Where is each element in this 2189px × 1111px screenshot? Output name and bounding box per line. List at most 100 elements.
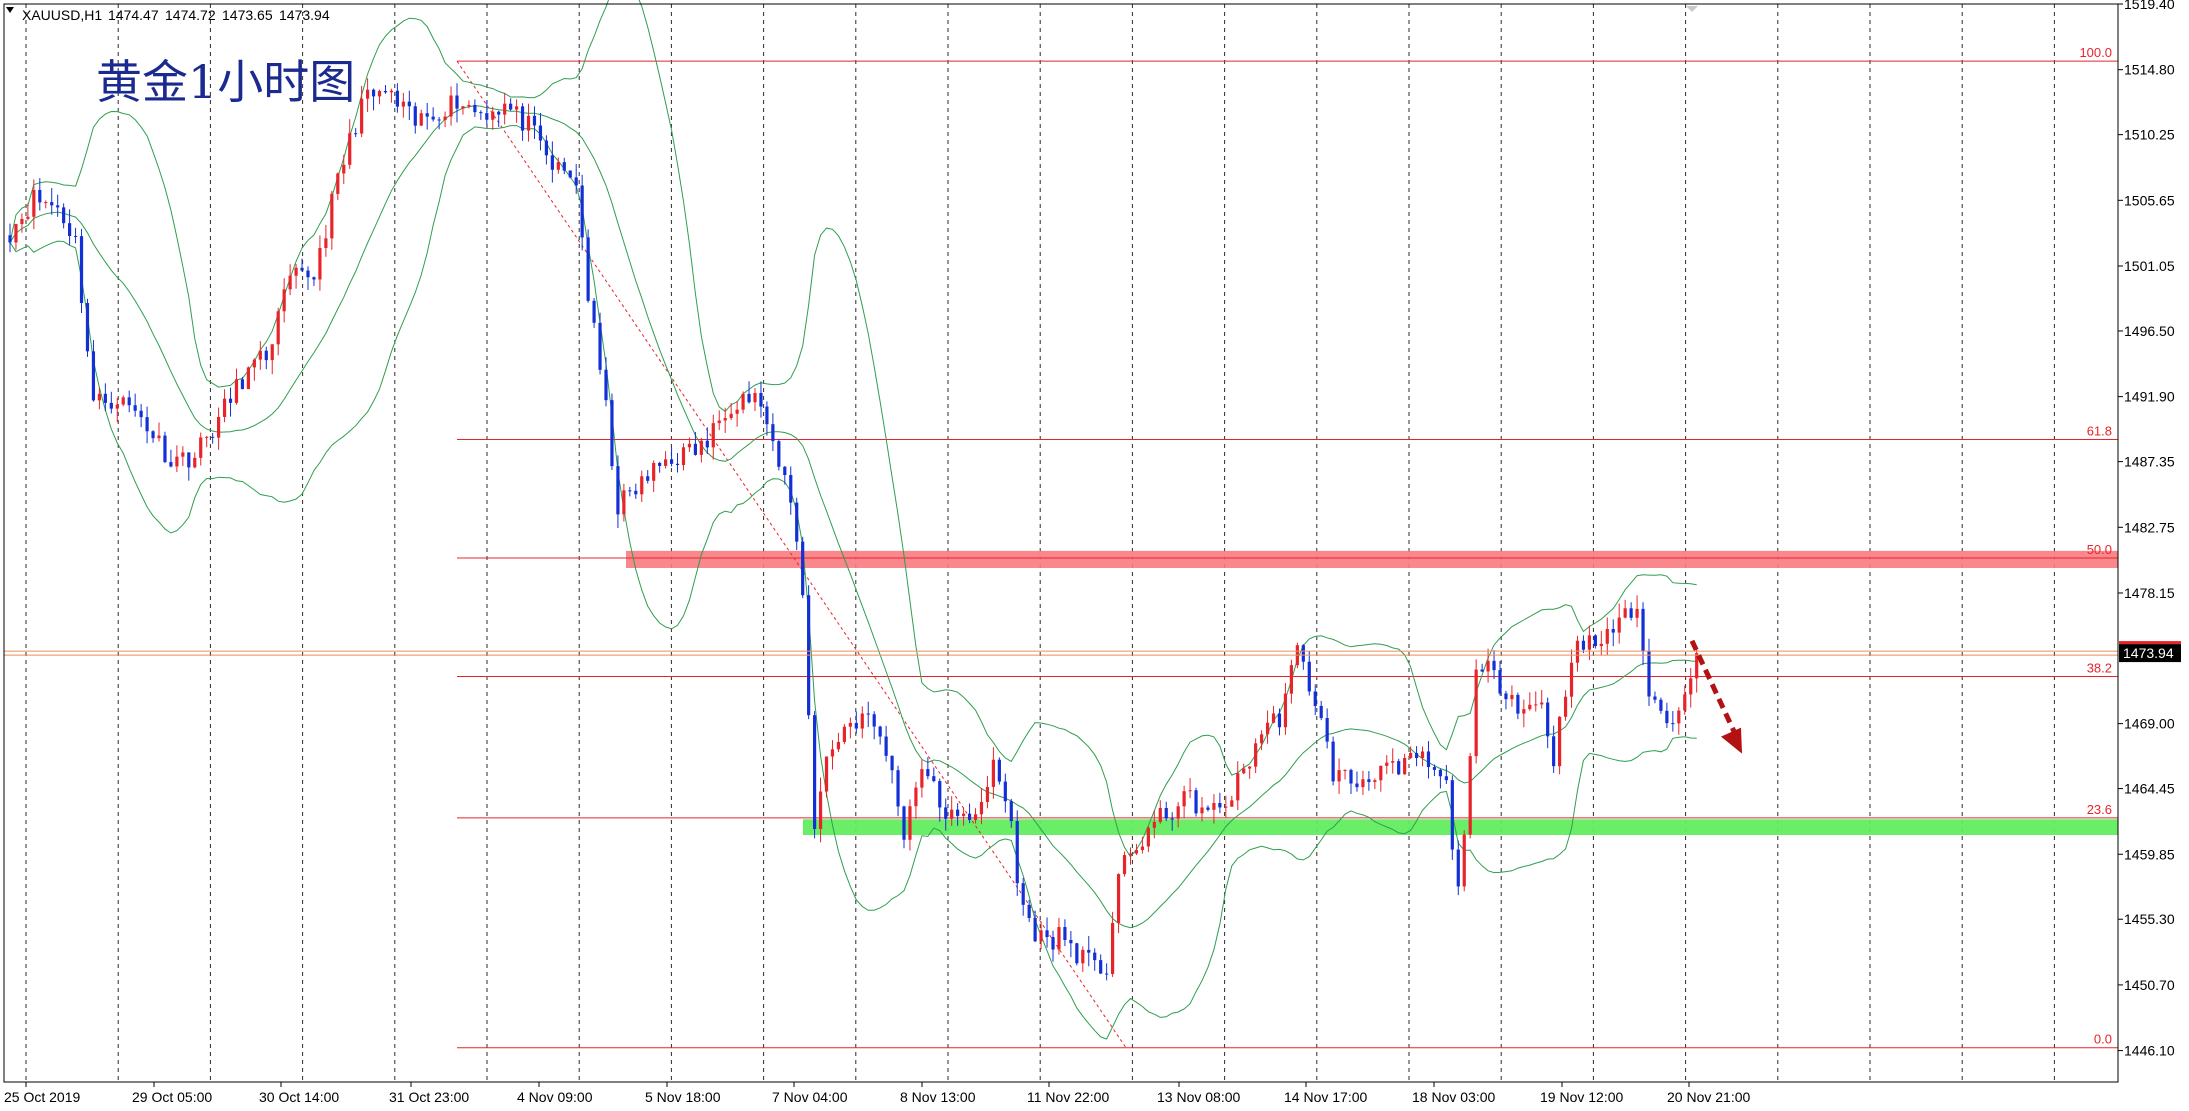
candle	[217, 407, 221, 450]
candle-body	[1653, 696, 1657, 700]
y-tick-label: 1469.00	[2124, 716, 2175, 732]
candle	[616, 455, 620, 529]
candle	[1039, 921, 1043, 950]
x-tick-label: 30 Oct 14:00	[259, 1089, 339, 1105]
candle	[1569, 649, 1574, 708]
x-tick-label: 29 Oct 05:00	[132, 1089, 212, 1105]
candle	[705, 427, 709, 455]
candle	[1111, 911, 1115, 977]
candle	[1218, 792, 1222, 814]
candle-body	[497, 111, 501, 115]
candle-body	[610, 400, 614, 467]
candle-body	[658, 462, 662, 466]
candle	[991, 747, 995, 799]
candle	[1283, 683, 1288, 735]
candle-body	[1593, 635, 1597, 647]
chart-annotation-title: 黄金1小时图	[96, 55, 355, 109]
candle-body	[1170, 818, 1174, 820]
candle	[628, 486, 632, 497]
candle	[1176, 802, 1180, 828]
candle	[20, 213, 24, 233]
candle	[979, 788, 984, 825]
candle	[592, 298, 596, 328]
candle-body	[1224, 806, 1228, 808]
candle-body	[1164, 808, 1168, 819]
candle	[497, 110, 501, 127]
candle	[407, 90, 411, 121]
candle-body	[1140, 846, 1144, 850]
candle-body	[1134, 849, 1139, 854]
candle-body	[509, 103, 513, 110]
candle	[860, 706, 864, 739]
candle-body	[1540, 702, 1544, 705]
candle	[79, 228, 84, 313]
candle	[1587, 625, 1591, 660]
candle-body	[562, 162, 566, 171]
candle	[73, 227, 78, 244]
candle	[1254, 738, 1258, 774]
candle	[973, 808, 978, 824]
candle-body	[199, 437, 203, 458]
candle-body	[1051, 937, 1055, 950]
candle	[1391, 748, 1395, 774]
candle-body	[628, 490, 632, 492]
candle	[640, 470, 644, 502]
candle	[1659, 697, 1663, 714]
candle	[1504, 690, 1508, 710]
candle	[1629, 602, 1633, 621]
candle-body	[729, 413, 733, 419]
candle	[824, 756, 829, 798]
y-tick-label: 1491.90	[2124, 389, 2175, 405]
candle-body	[366, 89, 370, 99]
y-tick-label: 1482.75	[2124, 519, 2175, 535]
candle-body	[1444, 776, 1448, 781]
y-tick-label: 1459.85	[2124, 846, 2175, 862]
candle	[1164, 801, 1168, 822]
candle	[967, 803, 972, 824]
candle	[1623, 599, 1627, 619]
y-tick-label: 1505.65	[2124, 192, 2175, 208]
candle	[509, 98, 513, 111]
candle-body	[669, 459, 674, 464]
candle-body	[121, 397, 125, 405]
candle-body	[1045, 930, 1049, 938]
candle	[520, 103, 525, 141]
candle	[681, 443, 686, 471]
candle-body	[169, 462, 173, 467]
candle	[622, 483, 626, 522]
candle-body	[318, 248, 322, 280]
candle-body	[1450, 780, 1454, 850]
candle-body	[860, 713, 864, 729]
candle	[1307, 651, 1311, 696]
candle	[1647, 638, 1651, 706]
dropdown-triangle-icon[interactable]	[6, 7, 14, 13]
candle-body	[1504, 693, 1508, 700]
candle-body	[1116, 874, 1121, 923]
fib-level-label: 50.0	[2087, 542, 2112, 557]
candle-body	[1361, 779, 1365, 788]
candle-body	[103, 393, 107, 403]
candle	[246, 366, 250, 390]
candle	[908, 799, 912, 851]
candle	[282, 278, 286, 323]
candle-body	[431, 116, 435, 120]
candle-body	[1379, 765, 1383, 781]
shift-marker-icon[interactable]	[1686, 6, 1698, 12]
candle-body	[1617, 617, 1621, 633]
candle	[44, 200, 48, 209]
candle	[658, 461, 662, 473]
candle-body	[1558, 716, 1562, 767]
candle-body	[1307, 661, 1311, 692]
open-value: 1474.47	[108, 7, 159, 23]
candle	[115, 397, 119, 423]
candle-body	[181, 452, 185, 457]
candle	[264, 346, 268, 370]
candle	[240, 376, 245, 390]
fibonacci-levels: 100.0 61.8 50.0 38.2 23.6 0.0	[456, 45, 2118, 1049]
candle-body	[1641, 608, 1645, 652]
candle	[139, 404, 143, 428]
candle	[1009, 798, 1013, 828]
candle-body	[50, 202, 54, 206]
candle	[836, 732, 841, 753]
